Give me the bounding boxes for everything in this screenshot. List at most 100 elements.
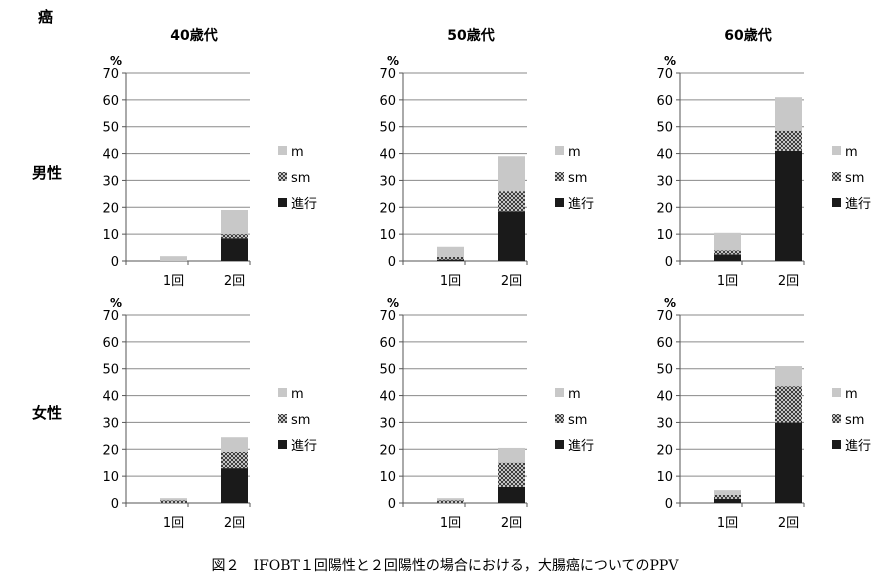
legend-swatch [278,198,287,207]
legend-label: m [291,145,304,160]
y-tick-label: 60 [102,94,119,109]
legend-swatch [832,414,841,423]
y-tick-label: 60 [102,336,119,351]
bar-segment-m [437,246,464,257]
bar-segment-m [714,232,741,251]
bar-segment-advanced [221,468,248,503]
y-unit-label: % [110,54,122,68]
legend-label: m [568,387,581,402]
bar-segment-sm [498,191,525,212]
y-tick-label: 30 [656,174,673,189]
y-tick-label: 50 [379,121,396,136]
y-tick-label: 10 [379,470,396,485]
bar-segment-advanced [714,498,741,503]
x-tick-label: 1回 [440,516,461,531]
y-tick-label: 20 [102,201,119,216]
chart-panel-female-40s: % 0 10 20 30 40 50 60 70 1回 2回 m sm 進行 [102,296,317,531]
legend-swatch [555,414,564,423]
chart-title: 50歳代 [447,27,494,44]
x-tick-label: 2回 [501,274,522,289]
legend-label: 進行 [845,197,871,212]
y-tick-label: 70 [102,67,119,82]
y-tick-label: 20 [102,443,119,458]
bar-segment-m [221,437,248,452]
x-tick-label: 1回 [163,516,184,531]
y-tick-label: 50 [656,121,673,136]
chart-panel-male-40s: 40歳代% 0 10 20 30 40 50 60 70 1回 2回 m sm 進行 [102,27,317,289]
row-label-male: 男性 [32,164,62,182]
y-tick-label: 20 [379,201,396,216]
y-tick-label: 0 [111,255,119,270]
bar-segment-advanced [498,486,525,503]
legend-swatch [278,146,287,155]
legend-swatch [555,172,564,181]
y-tick-label: 20 [379,443,396,458]
y-tick-label: 10 [102,228,119,243]
legend-label: sm [568,171,587,186]
corner-label: 癌 [38,8,53,26]
y-tick-label: 30 [379,174,396,189]
chart-panel-male-50s: 50歳代% 0 10 20 30 40 50 60 70 1回 2回 m sm 進行 [379,27,594,289]
legend-label: sm [291,171,310,186]
y-tick-label: 0 [388,255,396,270]
bar-segment-m [160,498,187,501]
y-tick-label: 0 [111,497,119,512]
bar-segment-advanced [221,238,248,261]
y-tick-label: 0 [665,255,673,270]
legend-swatch [555,198,564,207]
figure-caption: 図２ IFOBT１回陽性と２回陽性の場合における，大腸癌についてのPPV [212,558,680,574]
bar-segment-sm [437,500,464,503]
legend-label: sm [845,413,864,428]
bar-segment-sm [714,250,741,255]
bar-segment-sm [160,500,187,503]
legend-swatch [278,440,287,449]
y-tick-label: 60 [379,94,396,109]
y-tick-label: 70 [102,309,119,324]
legend-label: 進行 [291,439,317,454]
y-tick-label: 40 [656,148,673,163]
bar-segment-advanced [498,211,525,261]
legend-label: m [291,387,304,402]
legend-swatch [278,172,287,181]
bar-segment-advanced [714,254,741,261]
y-tick-label: 30 [656,416,673,431]
legend-label: m [845,387,858,402]
bar-segment-advanced [437,259,464,261]
chart-panels: 40歳代% 0 10 20 30 40 50 60 70 1回 2回 m sm 進行 50歳代% 0 10 20 3… [102,27,871,531]
legend-label: 進行 [291,197,317,212]
y-tick-label: 70 [379,309,396,324]
chart-title: 60歳代 [724,27,771,44]
bar-segment-m [221,209,248,235]
legend-swatch [832,440,841,449]
bar-segment-m [775,97,802,131]
y-tick-label: 20 [656,201,673,216]
x-tick-label: 1回 [163,274,184,289]
legend-label: m [568,145,581,160]
bar-segment-m [498,156,525,192]
y-tick-label: 10 [656,228,673,243]
y-tick-label: 50 [102,363,119,378]
y-tick-label: 50 [656,363,673,378]
y-tick-label: 70 [656,67,673,82]
legend-swatch [555,388,564,397]
legend-swatch [555,440,564,449]
x-tick-label: 2回 [778,274,799,289]
x-tick-label: 2回 [778,516,799,531]
y-tick-label: 60 [379,336,396,351]
legend-swatch [832,198,841,207]
y-tick-label: 10 [102,470,119,485]
y-tick-label: 40 [379,390,396,405]
x-tick-label: 1回 [440,274,461,289]
legend-label: 進行 [568,439,594,454]
y-tick-label: 50 [379,363,396,378]
y-tick-label: 0 [388,497,396,512]
chart-panel-female-60s: % 0 10 20 30 40 50 60 70 1回 2回 m sm 進行 [656,296,871,531]
y-unit-label: % [664,296,676,310]
y-unit-label: % [664,54,676,68]
chart-panel-male-60s: 60歳代% 0 10 20 30 40 50 60 70 1回 2回 m sm 進行 [656,27,871,289]
y-unit-label: % [387,54,399,68]
legend-swatch [832,146,841,155]
legend-label: sm [845,171,864,186]
legend-label: sm [291,413,310,428]
bar-segment-sm [498,462,525,487]
